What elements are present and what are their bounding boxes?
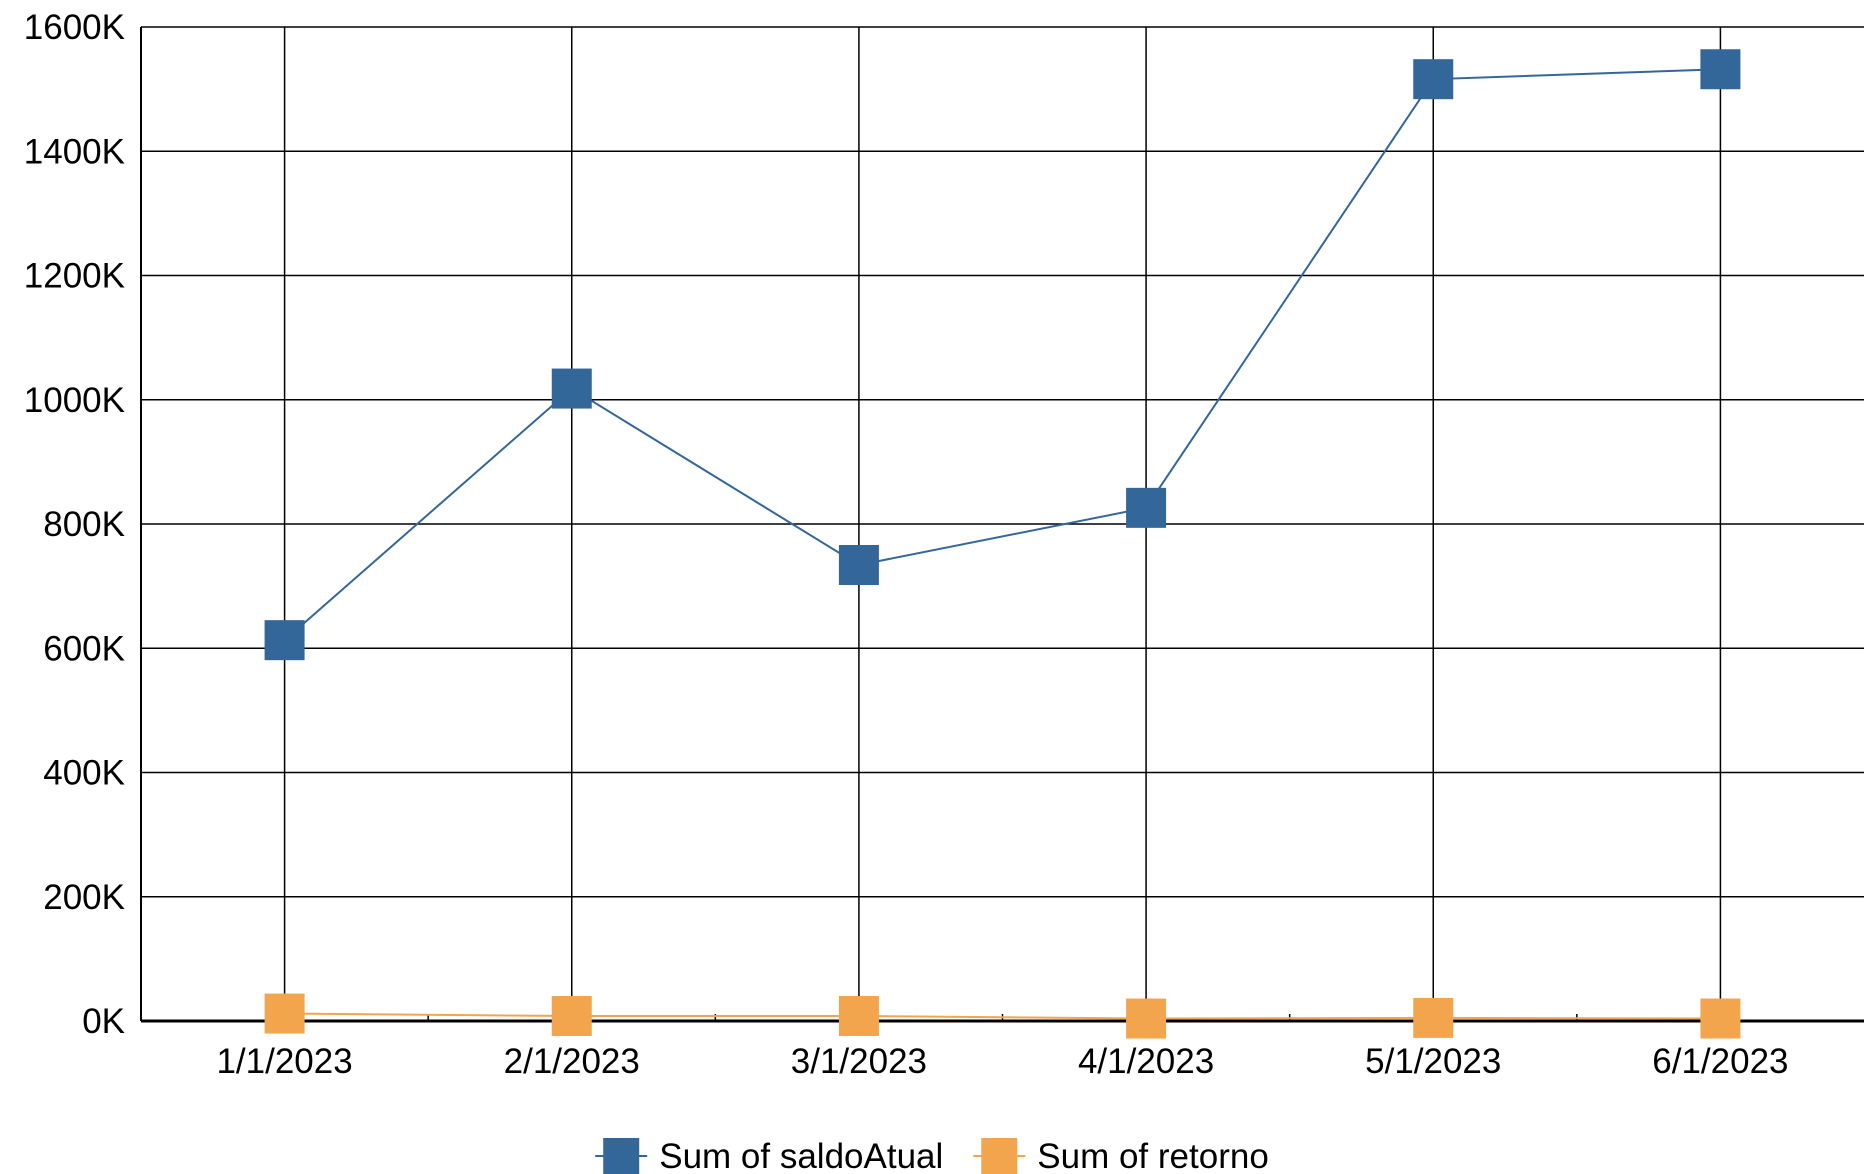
y-tick-label: 1600K (24, 8, 125, 47)
legend-item: Sum of saldoAtual (595, 1137, 943, 1174)
series-line (284, 1012, 1721, 1020)
data-point-marker (838, 545, 879, 586)
data-point-marker (838, 996, 879, 1037)
y-axis-tick-labels: 0K 200K 400K 600K 800K 1000K 1200K 1400K 1600K (24, 8, 125, 1041)
x-tick-label: 5/1/2023 (1365, 1042, 1501, 1081)
legend: Sum of saldoAtual Sum of retorno (595, 1137, 1269, 1174)
data-point-marker (551, 996, 592, 1037)
grid-lines (141, 26, 1864, 1021)
data-point-marker (1700, 49, 1741, 90)
x-tick-label: 1/1/2023 (216, 1042, 352, 1081)
data-point-marker (1700, 998, 1741, 1039)
legend-marker-swatch (603, 1138, 640, 1174)
data-point-marker (264, 620, 305, 661)
x-tick-label: 3/1/2023 (791, 1042, 927, 1081)
data-point-marker (1413, 59, 1454, 100)
y-tick-label: 600K (43, 629, 125, 668)
legend-item: Sum of retorno (973, 1137, 1269, 1174)
series-2 (264, 993, 1741, 1039)
y-tick-label: 1400K (24, 132, 125, 171)
series-line (283, 68, 1721, 641)
legend-label: Sum of saldoAtual (659, 1137, 943, 1174)
data-point-marker (551, 368, 592, 409)
x-tick-label: 2/1/2023 (504, 1042, 640, 1081)
legend-label: Sum of retorno (1037, 1137, 1269, 1174)
data-point-marker (1413, 997, 1454, 1038)
data-point-marker (1126, 487, 1167, 528)
y-tick-label: 1200K (24, 257, 125, 296)
data-point-marker (1126, 998, 1167, 1039)
y-tick-label: 200K (43, 878, 125, 917)
legend-marker-swatch (981, 1138, 1018, 1174)
series-layer (264, 49, 1741, 1039)
x-tick-label: 4/1/2023 (1078, 1042, 1214, 1081)
x-tick-label: 6/1/2023 (1652, 1042, 1788, 1081)
series-1 (264, 49, 1741, 661)
y-tick-label: 800K (43, 505, 125, 544)
data-point-marker (264, 993, 305, 1034)
y-tick-label: 0K (82, 1002, 125, 1041)
y-tick-label: 1000K (24, 381, 125, 420)
y-tick-label: 400K (43, 754, 125, 793)
x-axis-tick-labels: 1/1/2023 2/1/2023 3/1/2023 4/1/2023 5/1/2023… (216, 1042, 1788, 1081)
